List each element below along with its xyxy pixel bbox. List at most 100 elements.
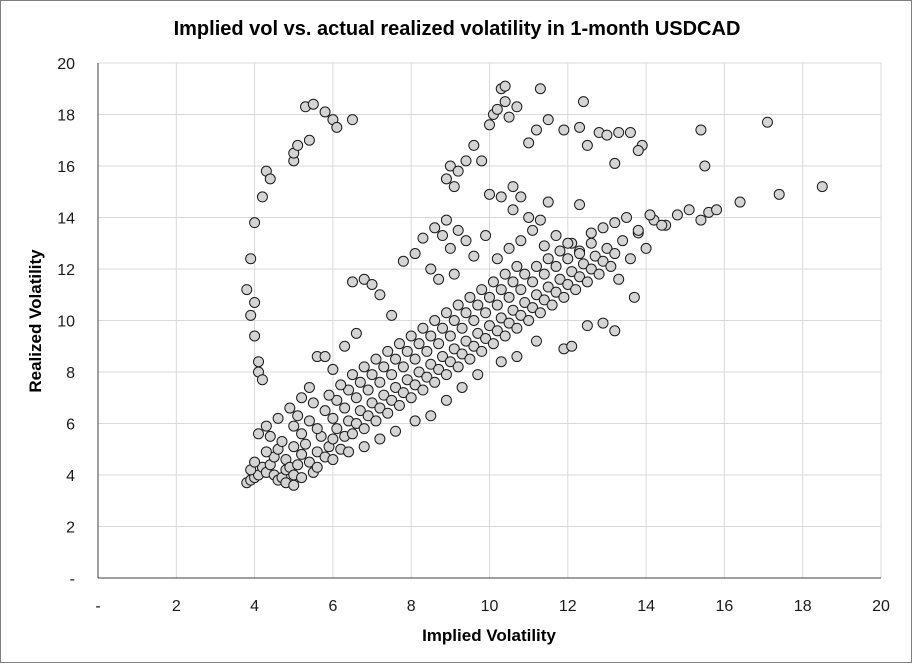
data-point — [484, 320, 495, 332]
x-tick-label: 8 — [407, 598, 416, 615]
data-point — [562, 237, 574, 249]
data-point — [303, 381, 315, 393]
data-point — [311, 446, 323, 458]
data-point — [491, 299, 503, 311]
data-point — [609, 248, 621, 260]
data-point — [581, 320, 593, 332]
data-point — [581, 276, 593, 288]
data-point — [491, 103, 503, 115]
data-point — [296, 472, 308, 484]
data-point — [284, 402, 296, 414]
data-point — [527, 302, 539, 314]
data-point — [487, 338, 499, 350]
data-point — [542, 281, 554, 293]
data-point — [523, 212, 535, 223]
data-point — [448, 315, 460, 326]
data-point — [503, 111, 515, 123]
data-point — [397, 255, 409, 267]
data-point — [605, 260, 617, 272]
data-point — [311, 461, 323, 473]
data-point — [476, 155, 488, 167]
data-point — [554, 245, 566, 257]
data-point — [331, 121, 343, 133]
data-point — [437, 351, 449, 363]
data-point — [358, 441, 370, 453]
data-point — [256, 191, 268, 203]
data-point — [577, 258, 589, 270]
data-point — [761, 116, 773, 128]
data-point — [288, 479, 300, 491]
data-point — [495, 284, 507, 296]
data-point — [609, 217, 621, 229]
data-point — [339, 340, 351, 352]
data-point — [401, 374, 413, 386]
data-point — [307, 98, 319, 110]
data-point — [484, 119, 495, 131]
data-point — [542, 114, 554, 126]
data-point — [534, 83, 546, 95]
data-point — [440, 394, 452, 406]
data-point — [440, 214, 452, 226]
y-tick-label: 8 — [66, 365, 75, 382]
data-point — [303, 456, 315, 468]
data-point — [472, 299, 484, 311]
data-point — [487, 276, 499, 288]
data-point — [362, 410, 374, 422]
data-point — [632, 145, 644, 157]
data-point — [546, 299, 558, 311]
data-point — [292, 459, 304, 471]
data-point — [296, 448, 308, 460]
data-point — [632, 224, 644, 236]
data-point — [397, 361, 409, 373]
data-point — [597, 255, 609, 267]
data-point — [609, 157, 621, 169]
gridlines — [98, 62, 882, 578]
data-point — [613, 273, 625, 285]
data-point — [495, 312, 507, 324]
axes — [97, 63, 881, 579]
data-point — [460, 335, 472, 347]
y-tick-label: 16 — [57, 159, 75, 176]
data-point — [491, 253, 503, 265]
data-point — [574, 271, 586, 283]
data-point — [530, 289, 542, 301]
data-point — [530, 124, 542, 136]
data-point — [527, 224, 539, 236]
x-tick-label: 6 — [328, 598, 337, 615]
data-point — [515, 284, 527, 296]
data-point — [530, 260, 542, 272]
data-point — [452, 224, 464, 236]
data-point — [624, 127, 636, 139]
x-tick-label: 10 — [481, 598, 499, 615]
data-point — [319, 351, 331, 363]
data-point — [468, 340, 480, 352]
y-axis-ticks: - 2 4 6 8 10 12 14 16 18 20 — [57, 56, 75, 588]
data-point — [382, 407, 394, 419]
data-point — [245, 309, 257, 321]
data-point — [374, 289, 386, 301]
data-point — [448, 343, 460, 355]
data-point — [644, 209, 656, 221]
data-point — [503, 242, 515, 254]
data-point — [358, 423, 370, 435]
data-point — [296, 428, 308, 440]
data-point — [425, 330, 437, 342]
data-point — [276, 436, 288, 448]
data-point — [538, 294, 550, 306]
chart-title: Implied vol vs. actual realized volatili… — [174, 18, 741, 40]
data-point — [499, 330, 511, 342]
data-point — [601, 129, 613, 141]
data-point — [374, 376, 386, 388]
y-tick-label: - — [70, 571, 75, 588]
data-point — [303, 134, 315, 146]
data-point — [574, 199, 586, 211]
data-point — [366, 278, 378, 290]
y-tick-label: 10 — [57, 314, 75, 331]
data-point — [452, 361, 464, 373]
data-point — [499, 80, 511, 92]
data-point — [499, 268, 511, 280]
data-point — [370, 353, 382, 365]
data-point — [323, 389, 335, 401]
data-point — [484, 291, 495, 303]
